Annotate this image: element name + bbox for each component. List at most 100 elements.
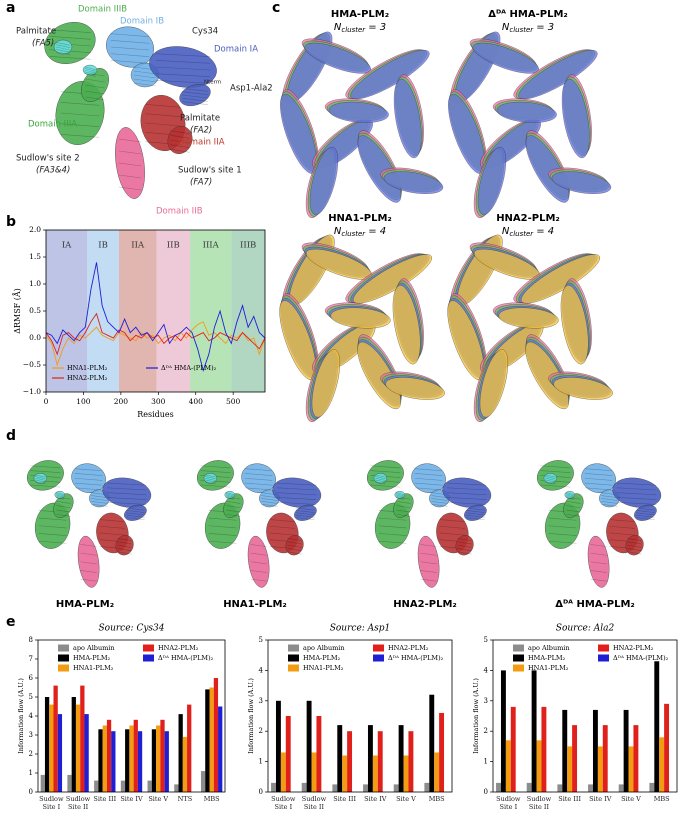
bar [434,752,440,792]
y-tick-label: 1 [29,769,33,777]
helix-stripe [287,544,302,548]
legend-label: HNA1-PLM₂ [67,364,108,372]
helix-stripe [590,544,607,547]
helix-stripe [110,60,150,64]
structure-label: HMA-PLM₂ [56,599,114,610]
legend-label: HMA-PLM₂ [303,654,341,662]
y-tick-label: −0.5 [23,360,41,369]
helix-stripe [617,497,657,500]
y-tick-label: 0.5 [29,306,41,315]
helix-stripe [548,540,577,544]
helix-stripe [91,500,108,504]
helix-stripe [35,476,46,480]
structure-d [366,460,492,588]
helix-stripe [584,468,613,472]
y-tick-label: 5 [484,636,488,644]
helix-stripe [244,473,273,476]
helix-stripe [420,552,437,556]
helix-stripe [205,474,216,478]
bar [106,719,112,792]
helix-stripe [296,510,315,513]
bar [363,784,368,792]
structure-label: Asp1-Ala2 [230,84,273,94]
helix-stripe [182,98,208,102]
structure-label: (FA5) [32,39,54,49]
bar [654,661,660,792]
helix-stripe [84,68,96,72]
y-tick-label: 3 [259,697,263,705]
structure-label: Sudlow's site 2 [16,154,80,164]
legend-label: Δᴰᴬ HMA-(PLM)₂ [161,364,217,372]
helix-stripe [56,500,71,504]
helix-stripe [566,505,581,509]
structure-label: HNA1-PLM₂ [223,599,287,610]
helix-stripe [584,482,613,486]
helix-stripe [287,548,302,552]
structure-c [448,31,612,219]
structure-part [543,472,558,484]
bar [311,752,317,792]
bar [372,755,378,792]
helix-stripe [126,512,145,516]
structure-label: Domain IIA [178,138,225,148]
helix-stripe [226,500,241,504]
helix-stripe [378,533,407,536]
bar [147,780,152,792]
helix-stripe [133,78,157,83]
x-tick-label: Site V [396,795,416,803]
helix-stripe [545,474,556,478]
helix-stripe [431,495,448,498]
helix-stripe [225,495,234,499]
structure-part [106,26,154,68]
legend-label: HMA-PLM₂ [73,654,111,662]
bar [316,716,322,792]
legend-swatch [373,644,384,652]
domain-region [190,230,232,392]
y-tick-label: 4 [259,666,264,674]
bar [218,706,223,792]
helix [393,78,422,159]
bar [160,719,165,792]
helix-stripe [250,570,267,573]
helix-stripe [375,476,386,480]
bar [377,731,383,792]
helix [383,171,444,194]
legend-swatch [143,644,154,652]
x-tick-label: MBS [428,795,445,803]
cluster-equals: = 4 [368,226,386,237]
helix-stripe [55,44,71,48]
helix-stripe [84,69,96,74]
helix-stripe [636,507,655,511]
bar [439,712,445,792]
structure-label: Domain IIIA [28,120,77,130]
helix-stripe [30,470,61,474]
helix-stripe [277,492,317,496]
helix-stripe [49,29,91,33]
helix-stripe [182,88,208,92]
x-tick-label: Site V [621,795,641,803]
cluster-count: Ncluster = 3 [502,22,554,34]
helix-stripe [110,40,150,44]
y-tick-label: −1.0 [23,387,41,396]
domain-region [231,230,265,392]
bar [98,729,103,792]
bar [597,746,603,792]
helix-stripe [133,70,157,75]
helix-stripe [126,517,145,521]
domain-label: IIIA [203,241,220,251]
helix-stripe [107,492,147,496]
helix [330,307,391,329]
helix-stripe [170,144,190,148]
helix-stripe [244,482,273,486]
x-tick-label: Site V [148,795,169,803]
helix-stripe [250,561,267,565]
helix-stripe [85,78,105,83]
helix-stripe [375,477,386,481]
legend-swatch [143,654,154,662]
helix-stripe [609,519,636,522]
helix-stripe [287,541,302,545]
helix-stripe [296,507,315,511]
helix-stripe [49,36,91,40]
helix-stripe [447,497,487,500]
helix-stripe [107,497,147,500]
